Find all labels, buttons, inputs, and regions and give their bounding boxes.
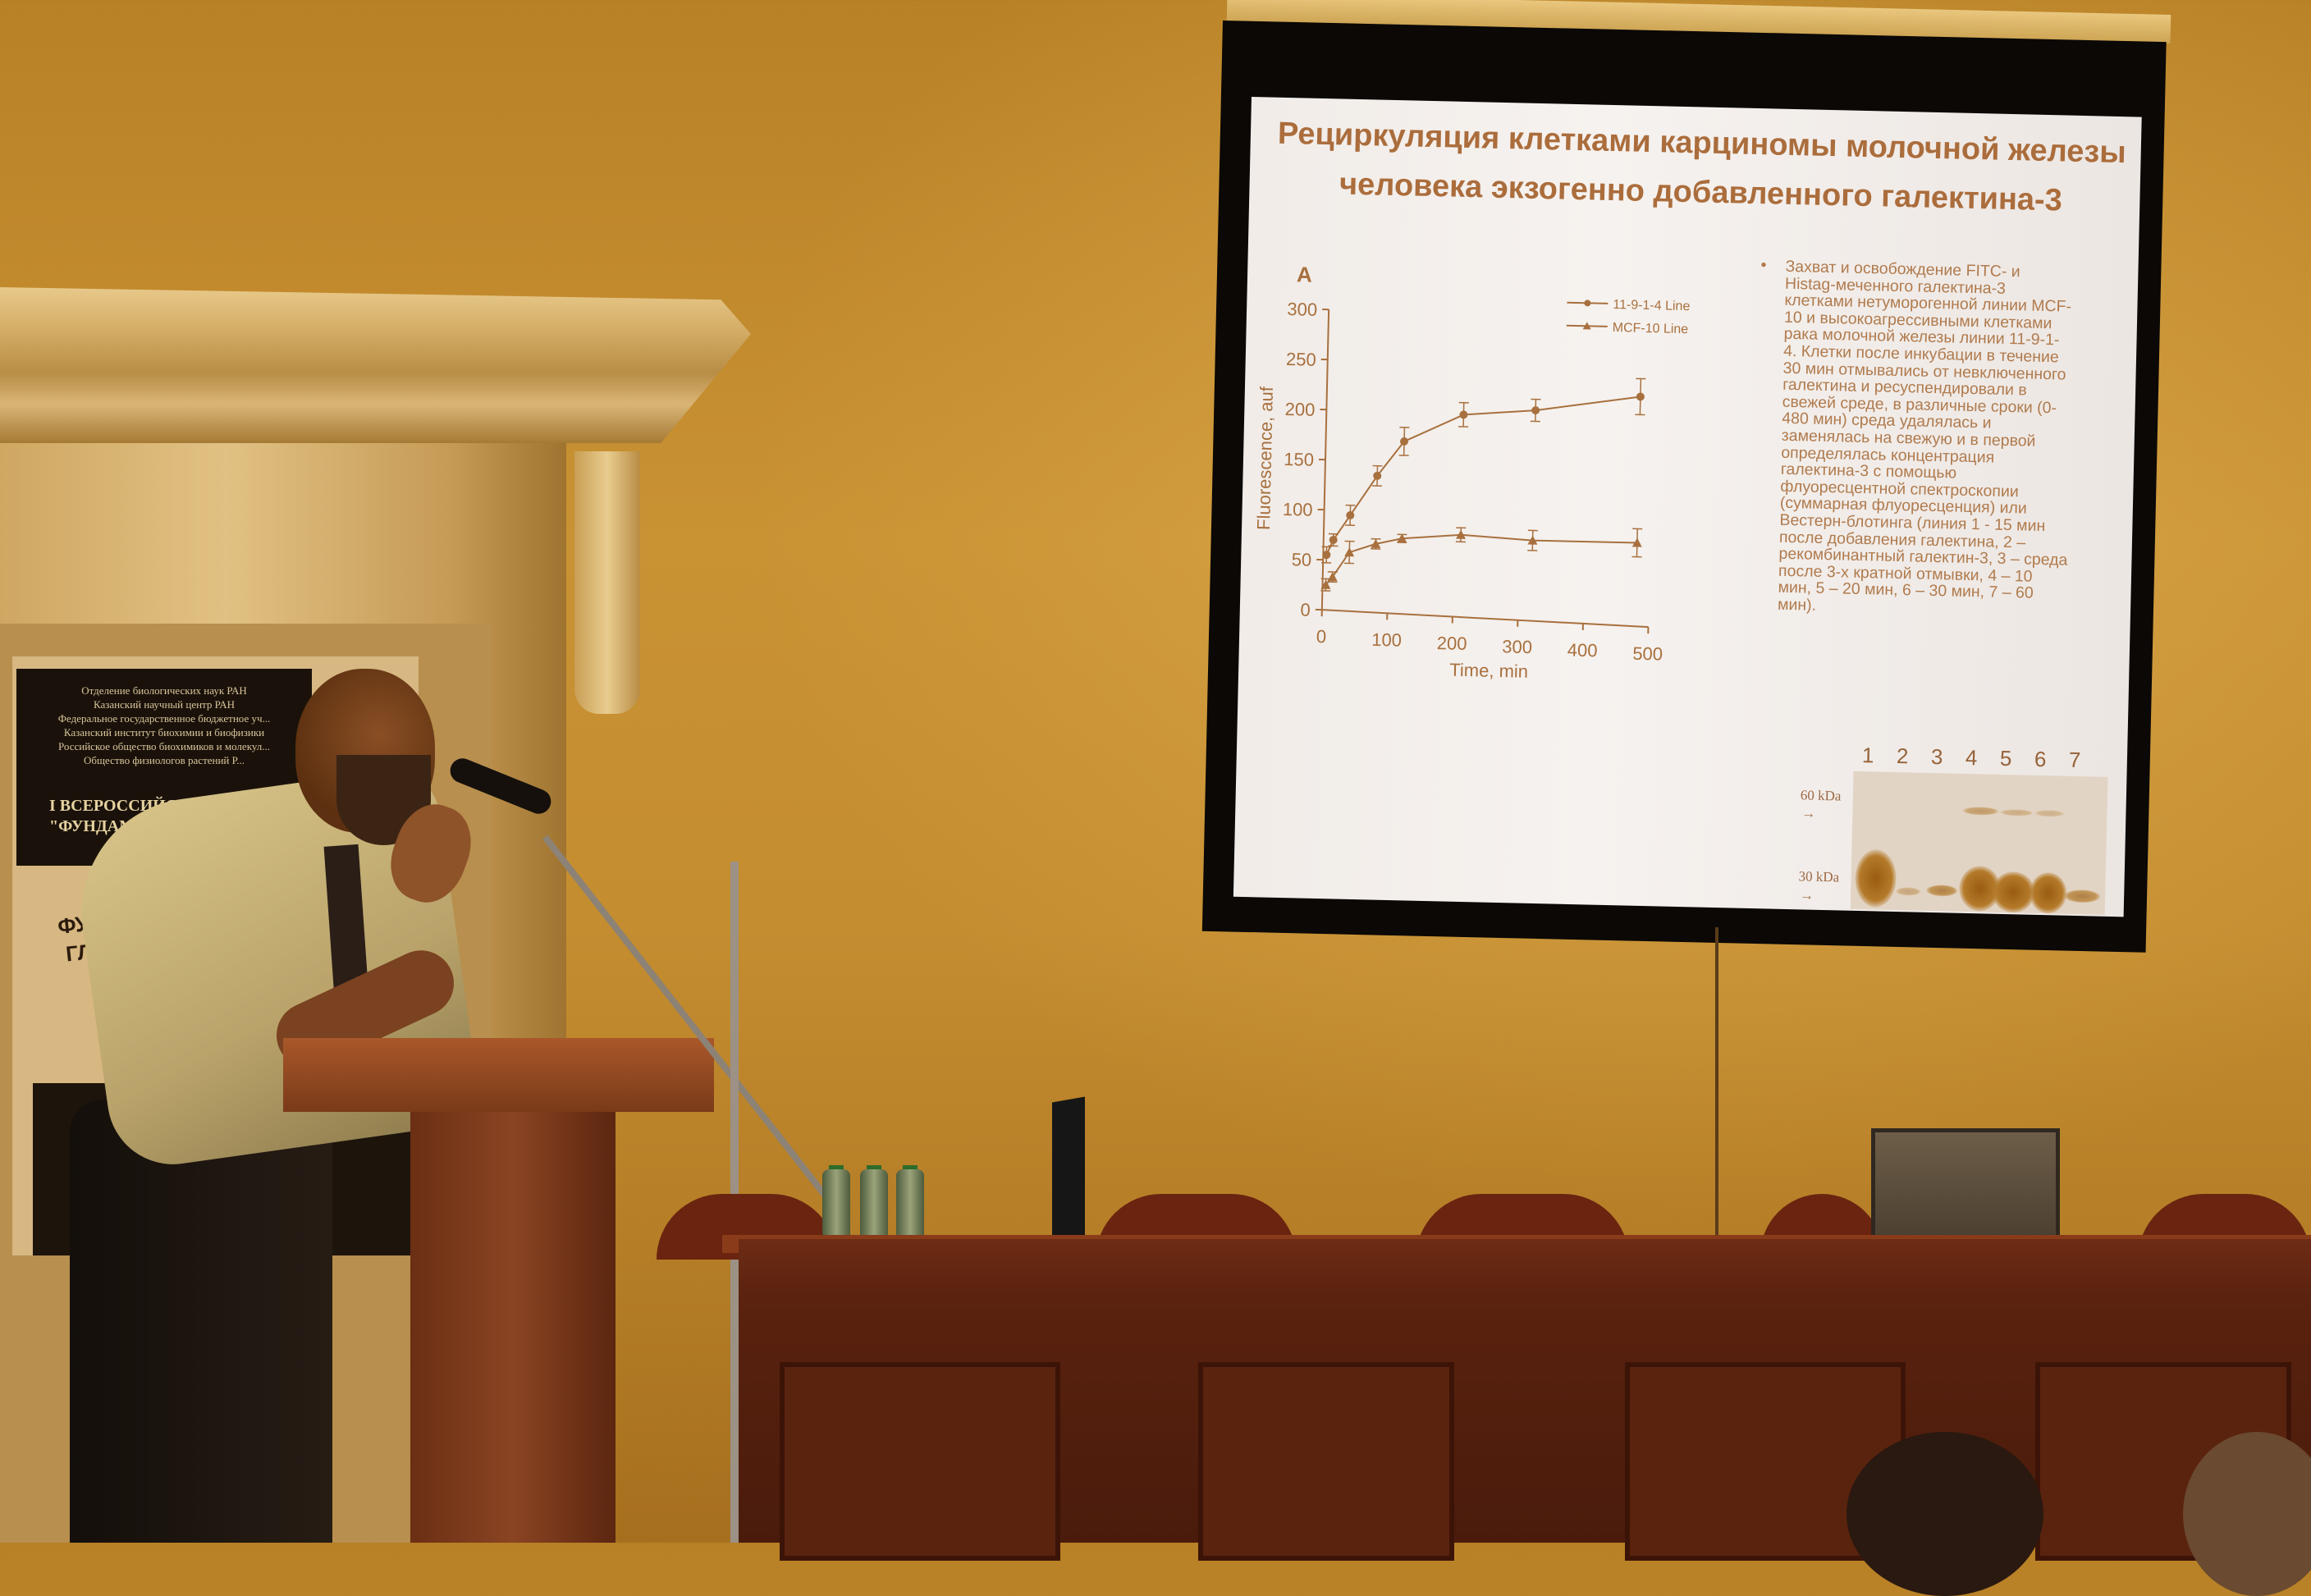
- y-tick-label: 50: [1291, 549, 1311, 570]
- blot-lane-label: 1: [1862, 743, 1874, 768]
- fluorescence-chart: 0 50 100 150 200 250 300 0 100 200 300 400 500 Time, …: [1238, 97, 1760, 699]
- audience-head: [1847, 1432, 2043, 1596]
- marker-60-kda: 60 kDa: [1801, 787, 1842, 804]
- poster-header-line: Российское общество биохимиков и молекул…: [16, 739, 312, 753]
- podium-top: [283, 1038, 714, 1112]
- arrow-icon: →: [1800, 887, 1814, 903]
- data-point: [1636, 392, 1645, 400]
- podium: [410, 1112, 616, 1543]
- western-blot: [1851, 771, 2108, 915]
- x-tick-label: 0: [1316, 626, 1327, 647]
- x-axis: [1322, 610, 1649, 627]
- water-bottle: [822, 1169, 850, 1239]
- water-bottle: [896, 1169, 924, 1239]
- laptop: [1871, 1128, 2060, 1247]
- x-tick-label: 100: [1371, 629, 1402, 651]
- poster-header-line: Казанский институт биохимии и биофизики: [16, 725, 312, 739]
- x-tick-label: 500: [1632, 643, 1663, 665]
- y-axis-title: Fluorescence, auf: [1253, 386, 1277, 530]
- presentation-slide: Рециркуляция клетками карциномы молочной…: [1233, 97, 2142, 917]
- blot-lane-label: 2: [1897, 743, 1909, 769]
- blot-lane-label: 5: [2000, 746, 2012, 771]
- screen-cable: [1715, 927, 1718, 1239]
- blot-band: [2030, 872, 2067, 914]
- y-tick-label: 100: [1283, 499, 1313, 520]
- y-tick-label: 200: [1284, 399, 1315, 420]
- series-line: [1326, 532, 1637, 592]
- y-tick-label: 300: [1287, 299, 1317, 320]
- marker-30-kda: 30 kDa: [1798, 868, 1839, 885]
- blot-band: [1962, 807, 1998, 816]
- legend-label: 11-9-1-4 Line: [1613, 298, 1690, 313]
- y-tick-label: 0: [1300, 600, 1311, 620]
- data-point: [1459, 410, 1467, 418]
- blot-lane-label: 4: [1965, 745, 1978, 771]
- x-tick-label: 200: [1437, 633, 1467, 654]
- blot-band: [1896, 887, 1920, 896]
- table-panel: [1198, 1362, 1454, 1561]
- arrow-icon: →: [1801, 805, 1815, 821]
- monitor: [1052, 1096, 1085, 1242]
- blot-lane-label: 6: [2034, 747, 2047, 772]
- blot-band: [1926, 885, 1957, 897]
- blot-lane-label: 7: [2069, 748, 2081, 773]
- legend-marker: [1584, 300, 1590, 306]
- blot-band: [2034, 810, 2064, 817]
- blot-band: [2000, 809, 2033, 816]
- bullet: •: [1760, 256, 1767, 275]
- x-tick-label: 400: [1567, 640, 1598, 661]
- data-point: [1328, 572, 1338, 581]
- blot-band: [1992, 871, 2035, 913]
- cornice: [0, 287, 751, 443]
- poster-header-line: Федеральное государственное бюджетное уч…: [16, 711, 312, 725]
- cornice-bracket: [574, 451, 640, 714]
- y-tick-label: 250: [1286, 349, 1316, 370]
- blot-band: [2064, 889, 2100, 903]
- speaker-trousers: [70, 1100, 332, 1543]
- presidium-table: [739, 1239, 2311, 1543]
- y-tick-label: 150: [1284, 449, 1314, 470]
- blot-band: [1855, 849, 1897, 908]
- table-panel: [780, 1362, 1060, 1561]
- data-point: [1531, 406, 1540, 414]
- legend-label: MCF-10 Line: [1613, 321, 1689, 336]
- poster-header-line: Общество физиологов растений Р...: [16, 753, 312, 767]
- blot-lane-label: 3: [1931, 744, 1943, 770]
- poster-header-line: Казанский научный центр РАН: [16, 697, 312, 711]
- x-tick-label: 300: [1502, 636, 1532, 657]
- x-axis-title: Time, min: [1449, 660, 1528, 682]
- poster-header-line: Отделение биологических наук РАН: [16, 684, 312, 697]
- water-bottle: [860, 1169, 888, 1239]
